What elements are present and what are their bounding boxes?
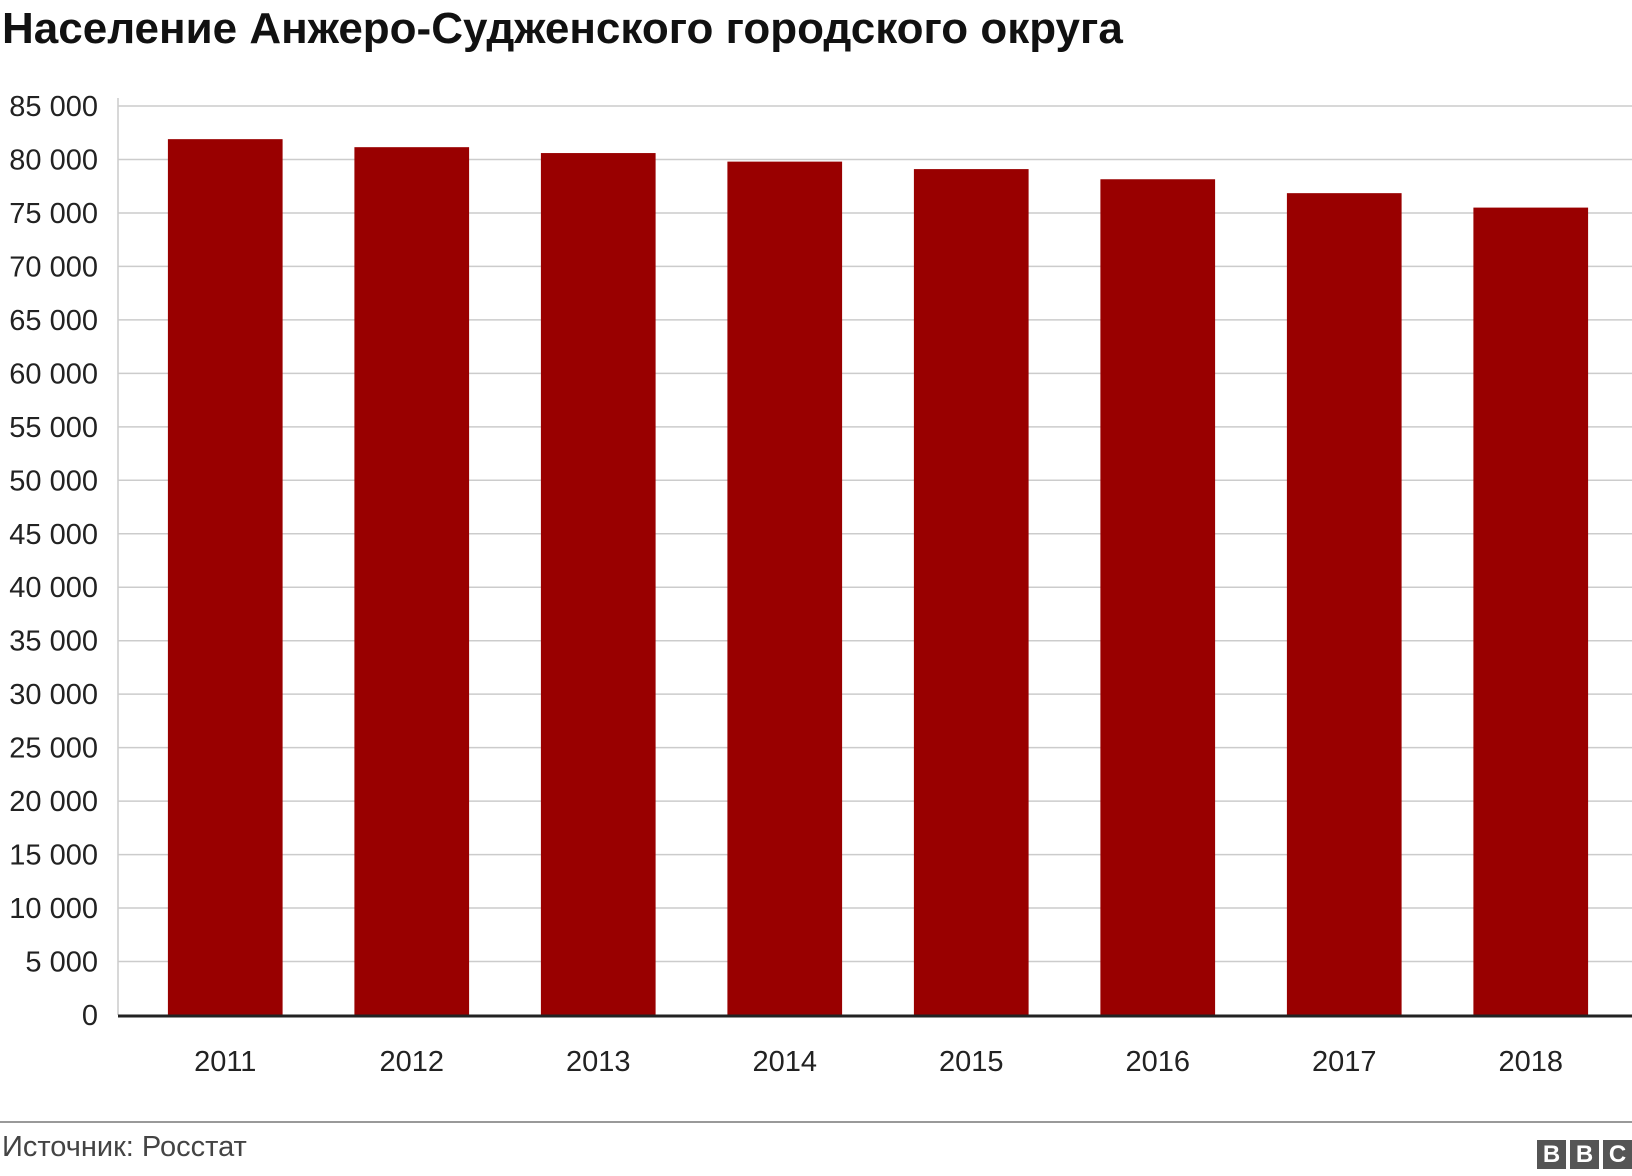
x-tick-label: 2018 (1498, 1046, 1563, 1078)
x-tick-label: 2015 (939, 1046, 1004, 1078)
bar-2016 (1100, 179, 1216, 1015)
y-tick-label: 30 000 (9, 679, 98, 711)
y-tick-label: 60 000 (9, 358, 98, 390)
x-tick-label: 2011 (194, 1046, 256, 1078)
bar-2017 (1286, 193, 1402, 1016)
chart-title: Население Анжеро-Судженского городского … (2, 4, 1123, 53)
gridlines (118, 105, 1632, 963)
bar-2011 (167, 139, 283, 1016)
bar-2018 (1473, 207, 1589, 1015)
y-tick-label: 0 (82, 1000, 98, 1032)
y-tick-label: 55 000 (9, 412, 98, 444)
bar-2012 (354, 147, 470, 1015)
bar-chart: 0 5 000 10 000 15 000 20 000 25 000 30 000 35 0… (9, 91, 1632, 1078)
x-tick-label: 2016 (1125, 1046, 1190, 1078)
y-tick-label: 75 000 (9, 198, 98, 230)
logo-letter: B (1570, 1140, 1599, 1169)
y-tick-label: 35 000 (9, 626, 98, 658)
x-tick-label: 2017 (1312, 1046, 1377, 1078)
x-tick-label: 2012 (379, 1046, 444, 1078)
y-tick-label: 15 000 (9, 840, 98, 872)
logo-letter: B (1537, 1140, 1566, 1169)
y-tick-label: 65 000 (9, 305, 98, 337)
y-tick-label: 5 000 (25, 947, 98, 979)
y-tick-label: 70 000 (9, 251, 98, 283)
source-note: Источник: Росстат (2, 1131, 247, 1163)
y-axis-tick-labels: 0 5 000 10 000 15 000 20 000 25 000 30 000 35 0… (9, 91, 98, 1032)
footer-divider (0, 1121, 1632, 1123)
y-tick-label: 45 000 (9, 519, 98, 551)
y-tick-label: 50 000 (9, 465, 98, 497)
logo-letter: C (1603, 1140, 1632, 1169)
x-tick-label: 2014 (752, 1046, 817, 1078)
y-tick-label: 40 000 (9, 572, 98, 604)
y-tick-label: 20 000 (9, 786, 98, 818)
y-tick-label: 10 000 (9, 893, 98, 925)
y-tick-label: 25 000 (9, 733, 98, 765)
bar-2014 (727, 161, 843, 1016)
bar-2015 (913, 169, 1029, 1016)
y-tick-label: 85 000 (9, 91, 98, 123)
bar-2013 (540, 153, 656, 1015)
y-tick-label: 80 000 (9, 144, 98, 176)
bbc-logo: B B C (1537, 1140, 1632, 1169)
bars (167, 139, 1589, 1016)
x-tick-label: 2013 (566, 1046, 631, 1078)
x-axis-tick-labels: 2011 2012 2013 2014 2015 2016 2017 2018 (194, 1046, 1563, 1078)
